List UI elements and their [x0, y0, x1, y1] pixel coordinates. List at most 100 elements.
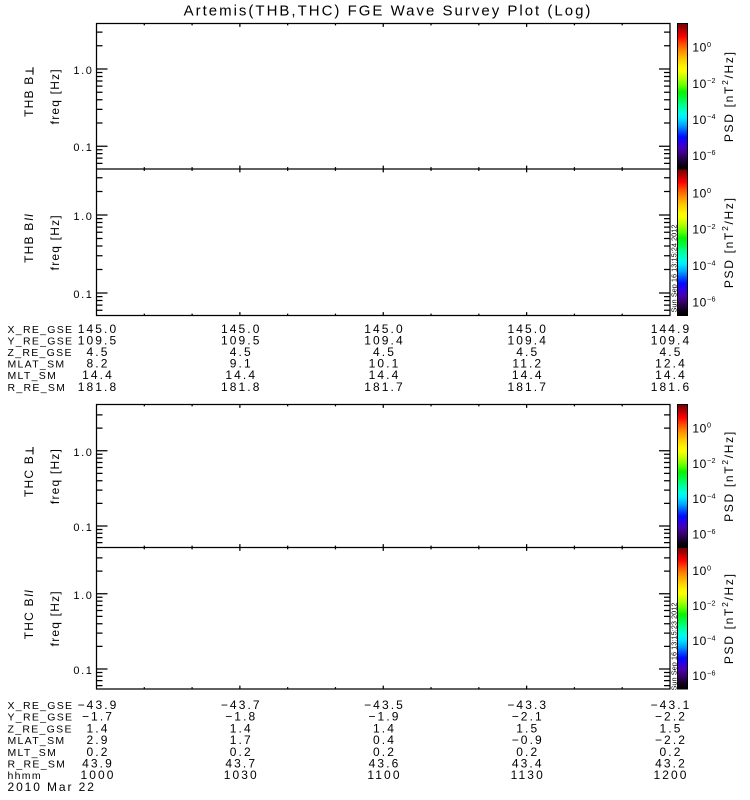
svg-text:0.2: 0.2 — [516, 745, 539, 759]
svg-text:freq [Hz]: freq [Hz] — [48, 68, 62, 124]
svg-text:1.0: 1.0 — [73, 590, 93, 602]
svg-text:14.4: 14.4 — [369, 368, 401, 382]
svg-text:0.1: 0.1 — [73, 522, 93, 534]
svg-text:X_RE_GSE: X_RE_GSE — [8, 700, 74, 712]
svg-text:0.2: 0.2 — [373, 745, 396, 759]
svg-text:THB B: THB B — [22, 222, 36, 263]
svg-text:4.5: 4.5 — [516, 345, 539, 359]
svg-text:MLAT_SM: MLAT_SM — [8, 359, 66, 371]
svg-text:0.1: 0.1 — [73, 665, 93, 677]
svg-text:1.5: 1.5 — [660, 721, 683, 735]
svg-text:109.5: 109.5 — [221, 334, 262, 348]
svg-text:Sun Sep 16 13:15:24 2012: Sun Sep 16 13:15:24 2012 — [670, 225, 679, 313]
svg-text:1.0: 1.0 — [73, 447, 93, 459]
svg-text:0.1: 0.1 — [73, 289, 93, 301]
svg-text:Z_RE_GSE: Z_RE_GSE — [8, 723, 73, 735]
svg-text:4.5: 4.5 — [373, 345, 396, 359]
svg-text:THC B: THC B — [22, 597, 36, 639]
svg-text:145.0: 145.0 — [221, 322, 262, 336]
svg-text:181.7: 181.7 — [507, 380, 548, 394]
svg-text:109.4: 109.4 — [364, 334, 405, 348]
svg-text:12.4: 12.4 — [655, 357, 687, 371]
svg-text:11.2: 11.2 — [512, 357, 543, 371]
svg-text:MLT_SM: MLT_SM — [8, 747, 58, 759]
svg-text:0.2: 0.2 — [660, 745, 683, 759]
svg-text:4.5: 4.5 — [87, 345, 110, 359]
svg-text:109.4: 109.4 — [651, 334, 692, 348]
svg-text:1000: 1000 — [80, 768, 115, 782]
svg-text:−43.5: −43.5 — [364, 698, 405, 712]
svg-text:freq [Hz]: freq [Hz] — [48, 448, 62, 504]
svg-text:Y_RE_GSE: Y_RE_GSE — [8, 336, 74, 348]
svg-text:MLAT_SM: MLAT_SM — [8, 735, 66, 747]
svg-text:−2.2: −2.2 — [655, 710, 687, 724]
svg-text:R_RE_SM: R_RE_SM — [8, 382, 67, 394]
svg-text:14.4: 14.4 — [82, 368, 114, 382]
svg-text:14.4: 14.4 — [225, 368, 257, 382]
svg-text:10.1: 10.1 — [369, 357, 401, 371]
svg-text:1.7: 1.7 — [230, 733, 253, 747]
svg-text:−43.3: −43.3 — [507, 698, 548, 712]
svg-text:4.5: 4.5 — [660, 345, 683, 359]
svg-text:THB B: THB B — [22, 76, 36, 117]
svg-text:−1.8: −1.8 — [225, 710, 257, 724]
svg-text:181.8: 181.8 — [78, 380, 119, 394]
svg-text:1030: 1030 — [224, 768, 259, 782]
svg-text:−43.7: −43.7 — [221, 698, 262, 712]
svg-text:hhmm: hhmm — [8, 770, 42, 782]
svg-text:Z_RE_GSE: Z_RE_GSE — [8, 347, 73, 359]
svg-text:145.0: 145.0 — [507, 322, 548, 336]
svg-text:100: 100 — [692, 186, 711, 201]
svg-text:1.4: 1.4 — [87, 721, 110, 735]
svg-text:2.9: 2.9 — [87, 733, 110, 747]
svg-text:−1.7: −1.7 — [82, 710, 114, 724]
svg-text:−0.9: −0.9 — [512, 733, 544, 747]
svg-text:MLT_SM: MLT_SM — [8, 370, 58, 382]
svg-text:145.0: 145.0 — [78, 322, 119, 336]
svg-text:1130: 1130 — [511, 768, 545, 782]
svg-text:−43.9: −43.9 — [78, 698, 119, 712]
svg-text:100: 100 — [692, 421, 711, 436]
svg-text:181.8: 181.8 — [221, 380, 262, 394]
svg-text:9.1: 9.1 — [230, 357, 253, 371]
svg-text:14.4: 14.4 — [655, 368, 687, 382]
svg-text:4.5: 4.5 — [230, 345, 253, 359]
svg-text:181.7: 181.7 — [364, 380, 405, 394]
svg-text:Y_RE_GSE: Y_RE_GSE — [8, 712, 74, 724]
svg-text:109.5: 109.5 — [78, 334, 119, 348]
svg-text:1.4: 1.4 — [230, 721, 253, 735]
svg-text:0.2: 0.2 — [87, 745, 110, 759]
svg-text:43.7: 43.7 — [225, 757, 257, 771]
svg-text:14.4: 14.4 — [512, 368, 544, 382]
svg-text:PSD [nT2/Hz]: PSD [nT2/Hz] — [720, 430, 736, 522]
svg-text:PSD [nT2/Hz]: PSD [nT2/Hz] — [720, 196, 736, 288]
svg-text:1.0: 1.0 — [73, 65, 93, 77]
svg-text:0.1: 0.1 — [73, 142, 93, 154]
svg-text:−43.1: −43.1 — [651, 698, 692, 712]
svg-text:freq [Hz]: freq [Hz] — [48, 214, 62, 270]
svg-text:1200: 1200 — [653, 768, 688, 782]
svg-text:43.6: 43.6 — [369, 757, 401, 771]
svg-text:43.2: 43.2 — [655, 757, 687, 771]
svg-text:100: 100 — [692, 563, 711, 578]
svg-text:8.2: 8.2 — [87, 357, 110, 371]
svg-text:THC B: THC B — [22, 455, 36, 497]
svg-text:1100: 1100 — [367, 768, 401, 782]
svg-text:109.4: 109.4 — [507, 334, 548, 348]
svg-text:144.9: 144.9 — [651, 322, 692, 336]
svg-text:181.6: 181.6 — [651, 380, 692, 394]
svg-text:145.0: 145.0 — [364, 322, 405, 336]
svg-text:−2.2: −2.2 — [655, 733, 687, 747]
svg-text:R_RE_SM: R_RE_SM — [8, 759, 67, 771]
svg-text:PSD [nT2/Hz]: PSD [nT2/Hz] — [720, 572, 736, 664]
svg-text:X_RE_GSE: X_RE_GSE — [8, 324, 74, 336]
svg-text:1.5: 1.5 — [516, 721, 539, 735]
svg-text:100: 100 — [692, 40, 711, 55]
svg-text:1.0: 1.0 — [73, 211, 93, 223]
svg-text:43.4: 43.4 — [512, 757, 544, 771]
svg-text:2010 Mar 22: 2010 Mar 22 — [8, 780, 96, 794]
svg-text:PSD [nT2/Hz]: PSD [nT2/Hz] — [720, 50, 736, 142]
svg-text:−2.1: −2.1 — [512, 710, 544, 724]
svg-text:freq [Hz]: freq [Hz] — [48, 590, 62, 646]
svg-text:43.9: 43.9 — [82, 757, 114, 771]
